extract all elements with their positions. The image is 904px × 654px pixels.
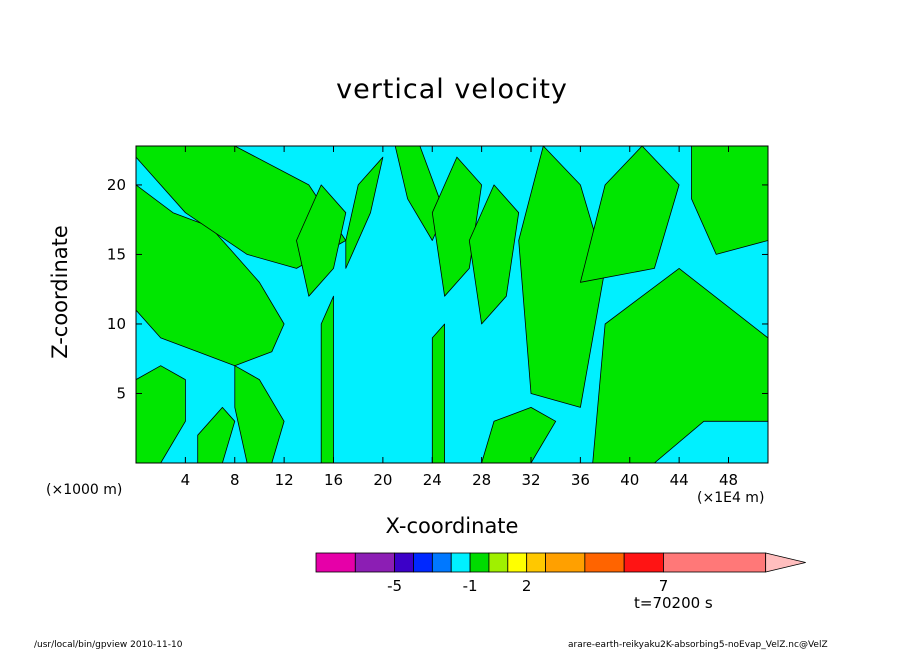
contour-region-10 (518, 146, 606, 408)
plot-frame (135, 145, 769, 464)
chart-title: vertical velocity (336, 74, 568, 105)
contour-regions (136, 146, 768, 463)
contour-region-5 (296, 184, 347, 297)
contour-region-15 (320, 295, 334, 463)
y-tick-label: 15 (107, 245, 126, 263)
colorbar-box (354, 552, 396, 573)
x-tick-label: 32 (521, 471, 540, 489)
x-tick-label: 36 (571, 471, 590, 489)
footer-program-info: /usr/local/bin/gpview 2010-11-10 (34, 640, 183, 650)
colorbar-box (394, 552, 414, 573)
colorbar-box (431, 552, 452, 573)
x-tick-label: 40 (620, 471, 639, 489)
x-axis-label: X-coordinate (385, 514, 519, 538)
x-tick-label: 24 (423, 471, 442, 489)
colorbar-label: 7 (659, 577, 669, 595)
colorbar-label: -5 (387, 577, 402, 595)
contour-region-11 (580, 146, 680, 283)
y-tick-label: 20 (107, 176, 126, 194)
y-tick-label: 10 (107, 315, 126, 333)
contour-region-9 (468, 184, 520, 325)
colorbar-box (469, 552, 490, 573)
x-tick-label: 44 (670, 471, 689, 489)
x-tick-label: 16 (324, 471, 343, 489)
colorbar-box (623, 552, 664, 573)
colorbar-box (663, 552, 767, 573)
y-tick-label: 5 (116, 384, 126, 402)
contour-region-13 (592, 268, 768, 463)
colorbar-label: -1 (463, 577, 478, 595)
x-tick-label: 8 (230, 471, 240, 489)
colorbar-box (413, 552, 433, 573)
contour-region-3 (234, 365, 285, 463)
colorbar-arrow (765, 552, 806, 573)
x-axis-unit: (×1E4 m) (697, 490, 765, 506)
y-axis-unit: (×1000 m) (46, 482, 123, 498)
contour-region-6 (345, 156, 384, 269)
colorbar-box (526, 552, 546, 573)
colorbar-box (315, 552, 356, 573)
contour-region-16 (431, 323, 445, 463)
x-tick-label: 28 (472, 471, 491, 489)
colorbar-box (545, 552, 586, 573)
x-tick-label: 48 (719, 471, 738, 489)
x-tick-label: 12 (275, 471, 294, 489)
colorbar-box (507, 552, 528, 573)
contour-region-4 (136, 146, 347, 269)
colorbar: -5 -1 2 7 (315, 552, 806, 595)
contour-region-2 (197, 407, 236, 463)
x-tick-label: 4 (181, 471, 191, 489)
colorbar-box (488, 552, 509, 573)
contour-region-1 (136, 365, 186, 463)
colorbar-box (584, 552, 625, 573)
x-ticks: 4 8 12 16 20 24 28 32 36 40 44 48 (181, 146, 738, 489)
time-label: t=70200 s (634, 594, 713, 612)
footer-file-info: arare-earth-reikyaku2K-absorbing5-noEvap… (568, 640, 828, 650)
colorbar-box (450, 552, 471, 573)
colorbar-label: 2 (522, 577, 532, 595)
contour-region-12 (691, 146, 768, 255)
contour-region-14 (481, 407, 557, 463)
y-ticks: 5 10 15 20 (107, 176, 768, 402)
x-tick-label: 20 (373, 471, 392, 489)
contour-region-8 (431, 156, 482, 297)
